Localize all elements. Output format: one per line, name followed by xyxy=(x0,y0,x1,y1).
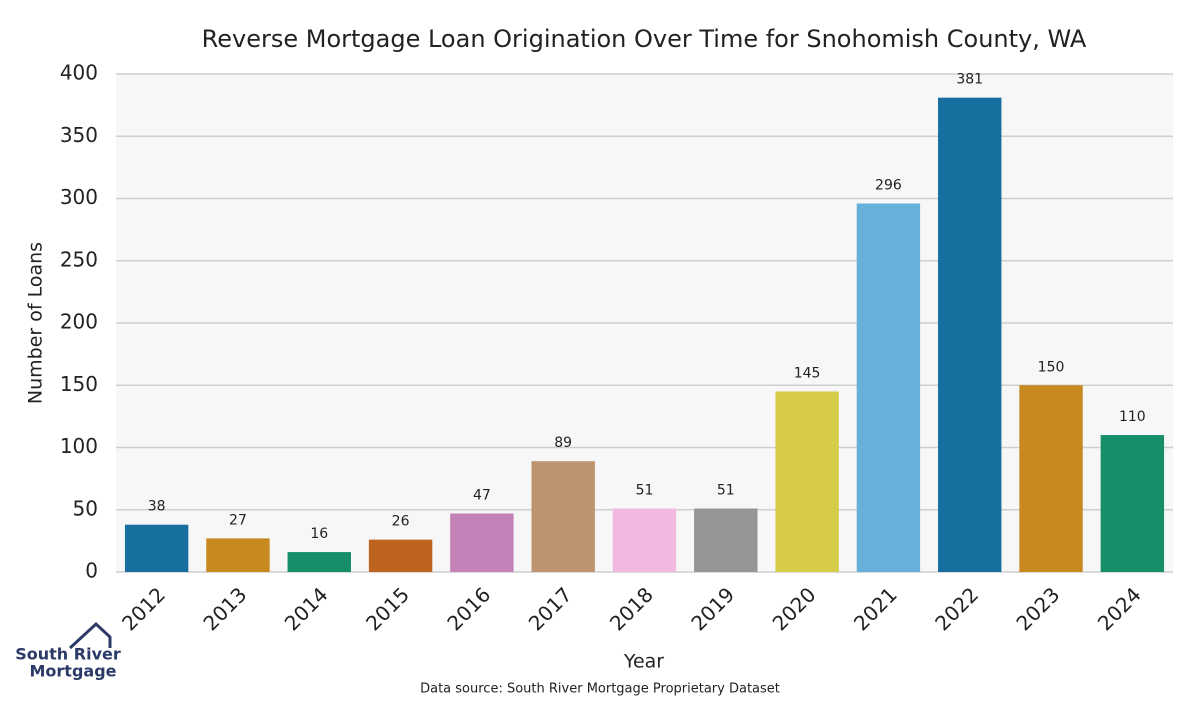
data-label: 110 xyxy=(1119,409,1146,425)
bar xyxy=(124,524,189,572)
data-label: 150 xyxy=(1038,359,1065,375)
bar xyxy=(368,539,433,572)
bar xyxy=(1100,435,1165,572)
data-label: 89 xyxy=(554,435,572,451)
source-note: Data source: South River Mortgage Propri… xyxy=(420,682,780,697)
bar xyxy=(450,513,514,572)
bar xyxy=(612,508,677,572)
logo: South River Mortgage xyxy=(15,621,121,681)
y-tick-label: 350 xyxy=(60,123,98,147)
y-tick-label: 250 xyxy=(60,247,98,271)
y-tick-label: 200 xyxy=(60,310,98,334)
y-axis-label: Number of Loans xyxy=(25,242,47,404)
chart-title: Reverse Mortgage Loan Origination Over T… xyxy=(202,25,1087,53)
bar xyxy=(856,203,921,573)
data-label: 26 xyxy=(392,514,410,530)
data-label: 16 xyxy=(310,526,328,542)
bar xyxy=(775,391,839,572)
logo-house xyxy=(68,621,112,650)
data-label: 47 xyxy=(473,487,491,503)
x-tick-label: 2018 xyxy=(605,582,658,635)
data-label: 51 xyxy=(717,483,735,499)
x-tick-label: 2016 xyxy=(442,582,495,635)
y-tick-label: 0 xyxy=(85,559,98,583)
y-tick-label: 400 xyxy=(60,61,98,85)
x-tick-label: 2020 xyxy=(768,582,821,635)
data-label: 27 xyxy=(229,512,247,528)
logo-text: Mortgage xyxy=(29,662,116,681)
x-tick-label: 2019 xyxy=(686,582,739,635)
x-tick-label: 2021 xyxy=(849,582,902,635)
x-axis-label: Year xyxy=(623,651,664,673)
x-tick-label: 2013 xyxy=(198,582,251,635)
x-tick-label: 2014 xyxy=(280,582,333,635)
y-tick-label: 300 xyxy=(60,185,98,209)
x-tick-label: 2015 xyxy=(361,582,414,635)
data-label: 381 xyxy=(956,72,983,88)
data-label: 296 xyxy=(875,177,902,193)
data-label: 38 xyxy=(148,499,166,515)
data-label: 51 xyxy=(636,483,654,499)
data-label: 145 xyxy=(794,365,821,381)
x-tick-label: 2022 xyxy=(930,582,983,635)
y-tick-label: 50 xyxy=(73,496,98,520)
bar xyxy=(938,97,1002,572)
bar xyxy=(1019,385,1083,572)
x-tick-label: 2017 xyxy=(524,582,577,635)
x-tick-label: 2023 xyxy=(1011,582,1064,635)
bar xyxy=(287,552,351,572)
x-tick-label: 2024 xyxy=(1093,582,1146,635)
logo-text: South River xyxy=(15,645,121,664)
y-tick-label: 150 xyxy=(60,372,98,396)
bar xyxy=(206,538,270,572)
bar xyxy=(531,461,595,572)
x-tick-label: 2012 xyxy=(117,582,170,635)
bar xyxy=(694,508,758,572)
y-tick-label: 100 xyxy=(60,434,98,458)
